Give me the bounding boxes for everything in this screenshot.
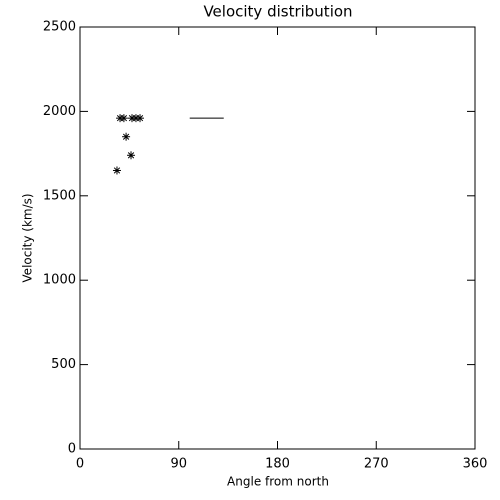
point — [122, 132, 131, 141]
y-tick-label: 500 — [51, 357, 76, 372]
x-tick-label: 270 — [364, 457, 389, 472]
y-tick-label: 2000 — [43, 104, 76, 119]
point-stroke — [113, 167, 121, 174]
plot-frame — [79, 26, 476, 450]
point-stroke — [127, 152, 135, 159]
point-stroke — [122, 133, 130, 140]
x-axis-label: Angle from north — [227, 475, 329, 489]
point — [136, 114, 145, 123]
y-tick-label: 1500 — [43, 188, 76, 203]
x-tick-label: 0 — [76, 457, 84, 472]
point-stroke — [120, 114, 128, 122]
y-tick-label: 0 — [68, 442, 76, 457]
y-axis-label: Velocity (km/s) — [21, 193, 35, 282]
x-tick-label: 360 — [463, 457, 488, 472]
x-tick-label: 90 — [170, 457, 187, 472]
point — [119, 114, 128, 123]
point — [112, 166, 121, 175]
chart-title: Velocity distribution — [203, 3, 352, 21]
x-tick-label: 180 — [265, 457, 290, 472]
y-tick-label: 2500 — [43, 20, 76, 35]
y-tick-label: 1000 — [43, 273, 76, 288]
point-stroke — [136, 114, 144, 122]
point — [127, 151, 136, 160]
